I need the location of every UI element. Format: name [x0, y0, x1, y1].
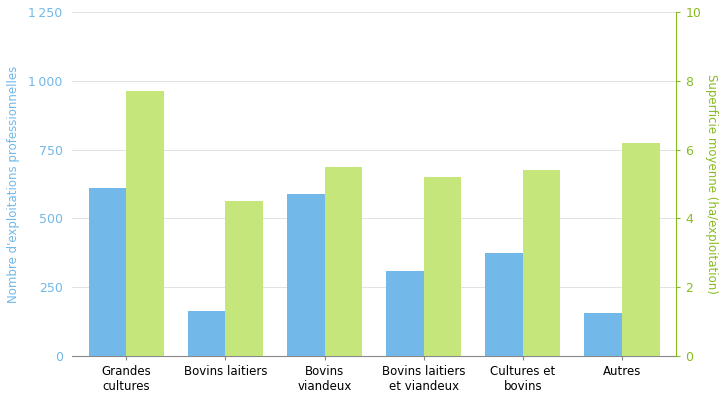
Y-axis label: Superficie moyenne (ha/exploitation): Superficie moyenne (ha/exploitation)	[705, 74, 718, 294]
Bar	[287, 194, 325, 356]
Bar	[225, 201, 263, 356]
Bar	[485, 253, 523, 356]
Bar	[126, 91, 164, 356]
Bar	[325, 167, 362, 356]
Bar	[423, 177, 461, 356]
Bar	[523, 170, 560, 356]
Y-axis label: Nombre d'exploitations professionnelles: Nombre d'exploitations professionnelles	[7, 65, 20, 303]
Bar	[88, 188, 126, 356]
Bar	[188, 311, 225, 356]
Bar	[584, 313, 622, 356]
Bar	[622, 143, 660, 356]
Bar	[386, 271, 423, 356]
